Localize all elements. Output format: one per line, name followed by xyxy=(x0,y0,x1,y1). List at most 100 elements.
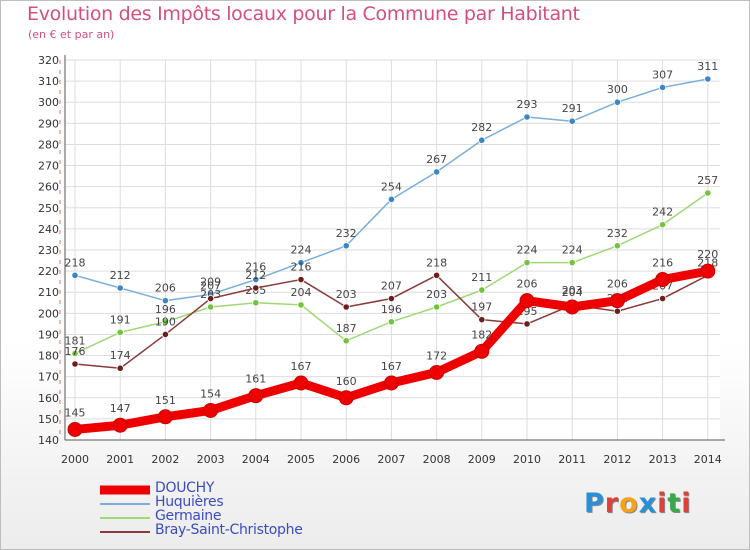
data-label-germaine: 204 xyxy=(291,286,312,299)
proxiti-logo: Proxiti xyxy=(584,488,692,519)
data-label-huquieres: 206 xyxy=(155,282,176,295)
y-tick-label: 250 xyxy=(38,202,59,215)
data-point-douchy xyxy=(203,402,219,418)
data-label-germaine: 187 xyxy=(336,322,357,335)
data-point-bray-saint-christophe xyxy=(116,364,124,372)
x-tick-label: 2001 xyxy=(106,453,134,466)
data-point-bray-saint-christophe xyxy=(523,320,531,328)
data-label-huquieres: 307 xyxy=(652,68,673,81)
data-label-douchy: 167 xyxy=(381,360,402,373)
data-point-douchy xyxy=(338,390,354,406)
data-point-bray-saint-christophe xyxy=(71,360,79,368)
data-label-huquieres: 218 xyxy=(65,256,86,269)
data-point-douchy xyxy=(609,293,625,309)
data-label-douchy: 145 xyxy=(65,406,86,419)
legend-label: DOUCHY xyxy=(155,480,215,496)
x-tick-label: 2003 xyxy=(197,453,225,466)
data-label-germaine: 203 xyxy=(426,288,447,301)
y-tick-label: 230 xyxy=(38,244,59,257)
data-point-douchy xyxy=(474,343,490,359)
chart-title: Evolution des Impôts locaux pour la Comm… xyxy=(27,3,580,25)
data-point-germaine xyxy=(252,299,260,307)
data-label-germaine: 224 xyxy=(517,244,538,257)
data-label-huquieres: 224 xyxy=(291,244,312,257)
y-tick-label: 210 xyxy=(38,286,59,299)
data-point-bray-saint-christophe xyxy=(478,316,486,324)
data-point-germaine xyxy=(432,303,441,311)
x-tick-label: 2011 xyxy=(558,453,586,466)
data-label-huquieres: 282 xyxy=(471,121,492,134)
data-point-huquieres xyxy=(704,75,712,83)
y-tick-label: 320 xyxy=(38,54,59,67)
data-point-germaine xyxy=(71,349,79,358)
x-tick-label: 2010 xyxy=(513,453,541,466)
x-tick-label: 2009 xyxy=(468,453,496,466)
y-tick-label: 160 xyxy=(38,392,59,405)
data-point-germaine xyxy=(342,337,350,345)
data-label-huquieres: 216 xyxy=(245,261,266,274)
data-label-huquieres: 291 xyxy=(562,102,583,115)
data-label-douchy: 151 xyxy=(155,394,176,407)
x-tick-label: 2005 xyxy=(287,453,315,466)
data-point-huquieres xyxy=(568,117,576,125)
data-point-bray-saint-christophe xyxy=(432,271,441,279)
x-tick-label: 2007 xyxy=(377,453,405,466)
data-point-huquieres xyxy=(432,168,441,176)
y-tick-label: 140 xyxy=(38,434,59,447)
data-label-bray-saint-christophe: 174 xyxy=(110,349,131,362)
y-tick-label: 280 xyxy=(38,138,59,151)
data-point-huquieres xyxy=(387,195,395,203)
data-label-bray-saint-christophe: 197 xyxy=(471,301,492,314)
y-tick-label: 200 xyxy=(38,307,59,320)
data-label-bray-saint-christophe: 203 xyxy=(336,288,357,301)
data-point-huquieres xyxy=(478,136,486,144)
data-point-douchy xyxy=(383,375,399,391)
legend-swatch xyxy=(100,531,150,533)
data-label-germaine: 181 xyxy=(65,334,86,347)
data-point-bray-saint-christophe xyxy=(297,275,305,284)
data-point-germaine xyxy=(704,189,712,197)
data-label-huquieres: 254 xyxy=(381,180,402,193)
data-label-douchy: 206 xyxy=(607,278,628,291)
data-label-bray-saint-christophe: 176 xyxy=(65,345,86,358)
data-label-douchy: 154 xyxy=(200,387,221,400)
data-point-douchy xyxy=(248,388,264,404)
y-tick-label: 170 xyxy=(38,371,59,384)
data-point-bray-saint-christophe xyxy=(387,294,395,303)
chart-subtitle: (en € et par an) xyxy=(28,28,115,41)
data-point-douchy xyxy=(564,299,580,315)
data-point-huquieres xyxy=(523,113,531,121)
x-tick-label: 2002 xyxy=(151,453,179,466)
data-point-germaine xyxy=(116,328,124,336)
data-point-bray-saint-christophe xyxy=(161,330,169,339)
data-label-germaine: 242 xyxy=(652,206,673,219)
data-point-douchy xyxy=(655,272,671,288)
y-tick-label: 220 xyxy=(38,265,59,278)
data-label-bray-saint-christophe: 207 xyxy=(381,280,402,293)
data-point-germaine xyxy=(658,221,667,229)
y-tick-label: 150 xyxy=(38,413,59,426)
data-label-germaine: 224 xyxy=(562,244,583,257)
data-label-douchy: 220 xyxy=(697,248,718,261)
data-label-huquieres: 311 xyxy=(697,60,718,73)
line-chart: 140 150 160 170 180 190 200 210 220 230 240 250 260 2… xyxy=(38,54,725,466)
y-tick-label: 260 xyxy=(38,181,59,194)
data-label-douchy: 167 xyxy=(291,360,312,373)
data-label-huquieres: 300 xyxy=(607,83,628,96)
data-point-huquieres xyxy=(613,98,622,106)
y-tick-label: 180 xyxy=(38,350,59,363)
data-point-bray-saint-christophe xyxy=(658,294,667,303)
data-label-douchy: 160 xyxy=(336,375,357,388)
data-point-germaine xyxy=(387,318,395,326)
data-point-douchy xyxy=(67,421,83,437)
data-label-douchy: 147 xyxy=(110,402,131,415)
data-point-douchy xyxy=(519,293,535,309)
data-point-bray-saint-christophe xyxy=(252,284,260,292)
x-tick-label: 2000 xyxy=(61,453,89,466)
data-label-huquieres: 267 xyxy=(426,153,447,166)
data-label-germaine: 232 xyxy=(607,227,628,240)
data-point-germaine xyxy=(568,259,576,267)
data-point-huquieres xyxy=(252,275,260,284)
data-label-huquieres: 212 xyxy=(110,269,131,282)
legend-swatch xyxy=(100,485,150,495)
